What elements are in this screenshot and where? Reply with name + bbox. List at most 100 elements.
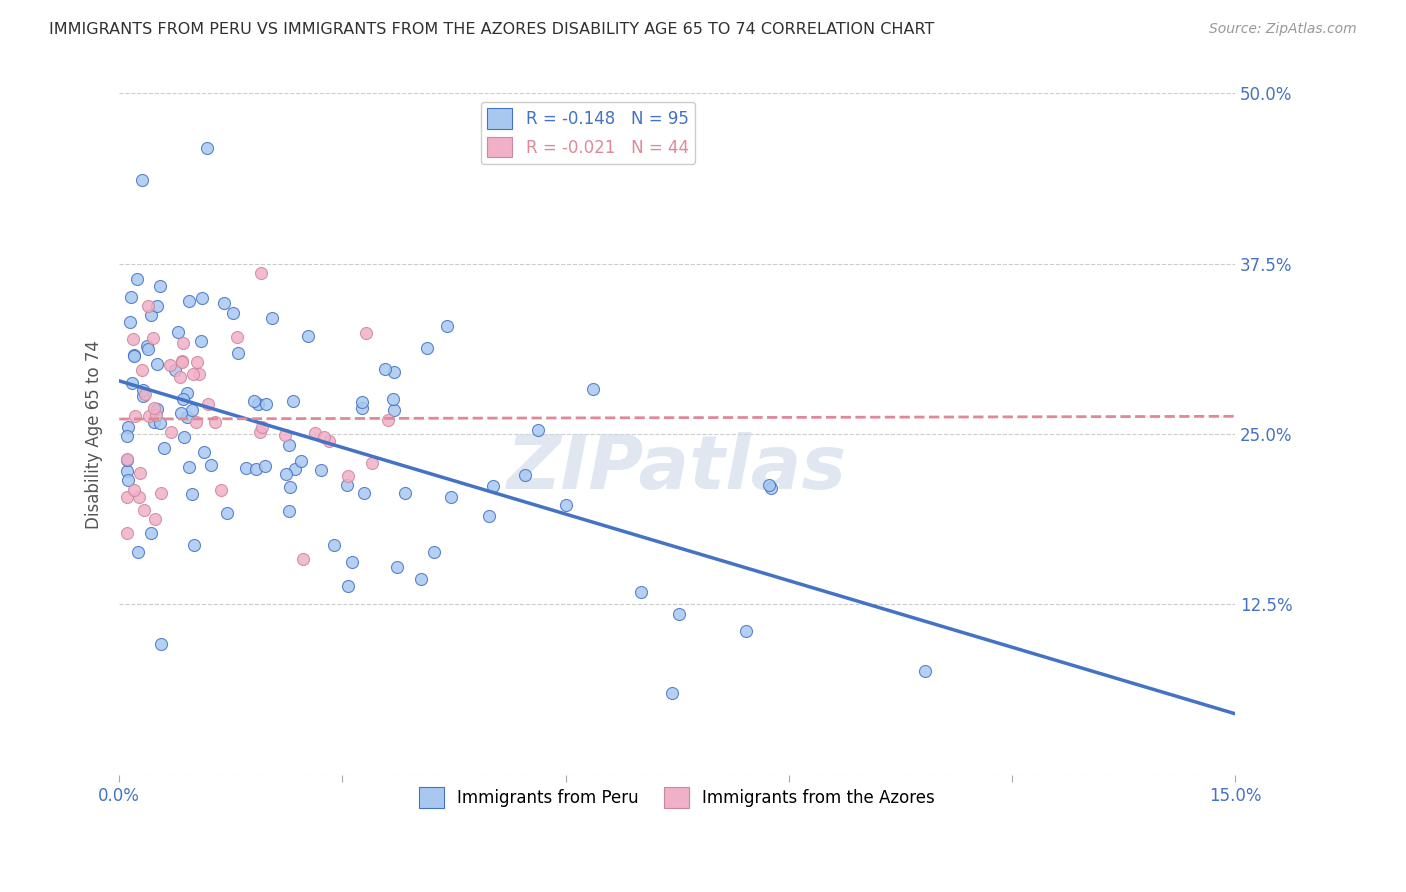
Point [217,506,239,520]
Point [122,349,145,363]
Point [242,393,264,408]
Point [115,452,138,467]
Point [318,434,340,449]
Point [132,389,155,403]
Point [181,403,204,417]
Point [436,318,458,333]
Point [312,430,335,444]
Point [136,342,159,356]
Point [278,438,301,452]
Point [134,387,156,401]
Point [422,545,444,559]
Point [630,584,652,599]
Point [121,376,143,391]
Point [297,329,319,343]
Point [200,458,222,472]
Point [337,579,360,593]
Point [415,341,437,355]
Point [122,348,145,362]
Point [129,466,152,480]
Point [235,461,257,475]
Point [193,445,215,459]
Point [478,508,501,523]
Point [482,479,505,493]
Point [246,397,269,411]
Point [139,308,162,322]
Point [304,425,326,440]
Point [186,416,208,430]
Point [117,473,139,487]
Point [115,464,138,478]
Point [283,393,305,408]
Point [197,397,219,411]
Point [149,638,172,652]
Point [136,339,159,353]
Point [125,272,148,286]
Point [146,402,169,417]
Point [582,382,605,396]
Point [759,481,782,495]
Point [172,335,194,350]
Point [249,425,271,440]
Point [145,512,167,526]
Point [735,624,758,639]
Text: ZIPatlas: ZIPatlas [508,432,848,505]
Point [513,468,536,483]
Point [132,503,155,517]
Point [132,383,155,397]
Point [117,420,139,434]
Point [253,459,276,474]
Point [385,560,408,574]
Point [120,315,142,329]
Point [353,485,375,500]
Point [195,141,218,155]
Point [276,467,298,481]
Point [384,402,406,417]
Point [274,428,297,442]
Point [145,357,167,371]
Point [354,326,377,341]
Point [121,290,143,304]
Point [138,409,160,424]
Point [115,428,138,442]
Point [176,410,198,425]
Point [527,423,550,437]
Point [115,452,138,467]
Point [173,430,195,444]
Point [190,334,212,349]
Legend: Immigrants from Peru, Immigrants from the Azores: Immigrants from Peru, Immigrants from th… [412,780,942,814]
Point [250,420,273,434]
Point [115,490,138,504]
Point [409,572,432,586]
Point [440,490,463,504]
Point [160,425,183,440]
Point [128,490,150,504]
Point [131,173,153,187]
Point [139,525,162,540]
Point [262,311,284,326]
Point [661,686,683,700]
Point [149,486,172,500]
Point [214,295,236,310]
Point [291,552,314,566]
Point [361,456,384,470]
Point [352,401,374,415]
Point [352,395,374,409]
Point [188,368,211,382]
Point [191,291,214,305]
Point [167,325,190,339]
Point [209,483,232,497]
Point [149,278,172,293]
Point [245,462,267,476]
Point [382,392,405,407]
Point [374,362,396,376]
Point [336,478,359,492]
Point [311,463,333,477]
Point [183,538,205,552]
Point [668,607,690,621]
Point [176,385,198,400]
Point [277,503,299,517]
Point [554,498,576,512]
Point [149,417,172,431]
Point [169,406,191,420]
